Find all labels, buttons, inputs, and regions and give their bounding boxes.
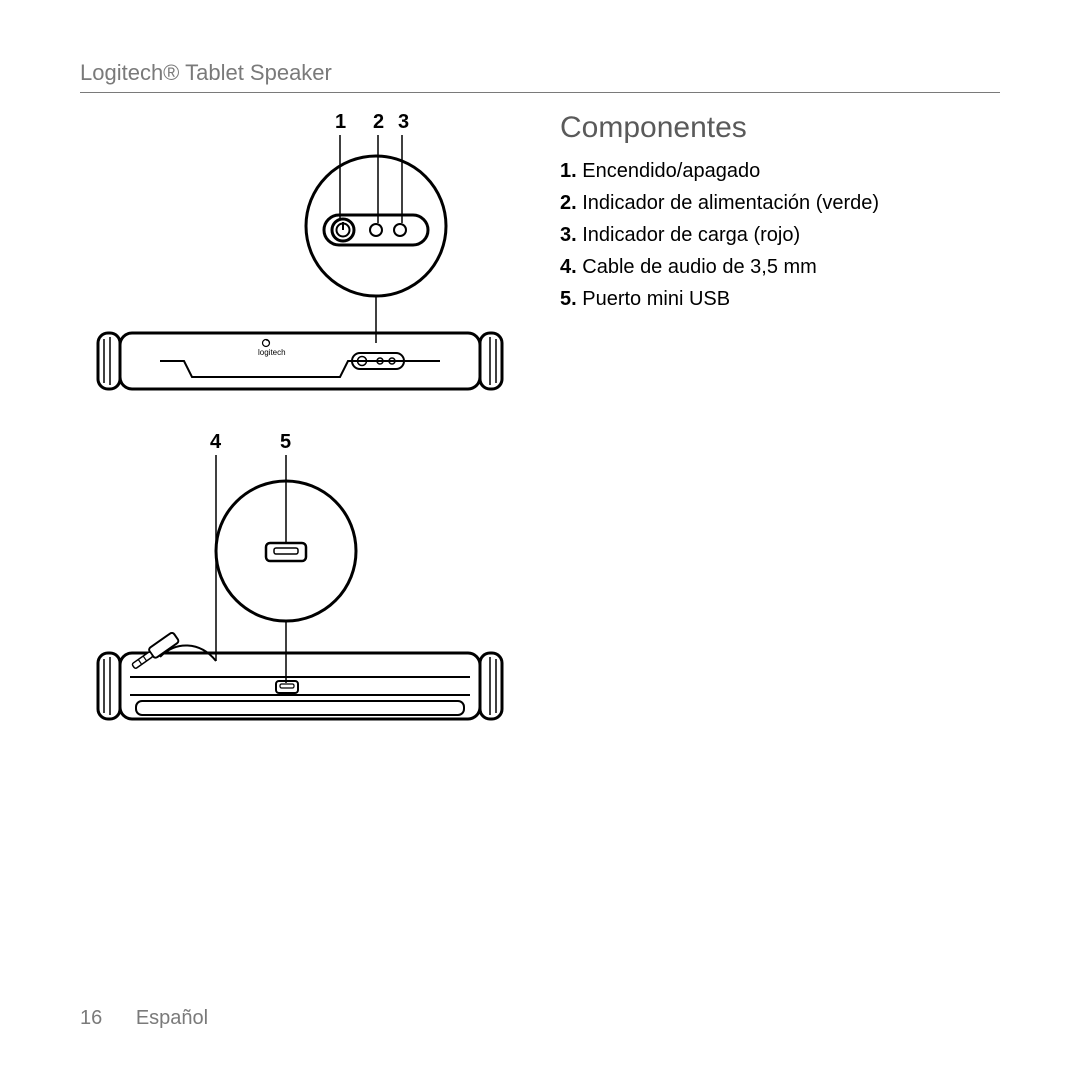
- diagram-column: 1 2 3: [80, 111, 520, 751]
- language-label: Español: [136, 1007, 208, 1029]
- diagram-top: 1 2 3: [80, 111, 520, 401]
- page-number: 16: [80, 1007, 102, 1029]
- diagram-bottom: 4 5: [80, 431, 520, 751]
- content-area: 1 2 3: [80, 111, 1000, 751]
- text-column: Componentes Encendido/apagado Indicador …: [560, 111, 1000, 751]
- callout-5: 5: [280, 431, 291, 454]
- list-item: Encendido/apagado: [560, 155, 1000, 187]
- list-item: Indicador de carga (rojo): [560, 219, 1000, 251]
- callout-3: 3: [398, 111, 409, 134]
- callout-1: 1: [335, 111, 346, 134]
- section-title: Componentes: [560, 111, 1000, 145]
- component-list: Encendido/apagado Indicador de alimentac…: [560, 155, 1000, 315]
- list-item: Puerto mini USB: [560, 283, 1000, 315]
- callout-2: 2: [373, 111, 384, 134]
- svg-text:logitech: logitech: [258, 348, 286, 357]
- page-footer: 16 Español: [80, 1007, 208, 1030]
- callout-4: 4: [210, 431, 221, 454]
- page-header: Logitech® Tablet Speaker: [80, 60, 1000, 93]
- list-item: Indicador de alimentación (verde): [560, 187, 1000, 219]
- list-item: Cable de audio de 3,5 mm: [560, 251, 1000, 283]
- product-name: Logitech® Tablet Speaker: [80, 60, 332, 85]
